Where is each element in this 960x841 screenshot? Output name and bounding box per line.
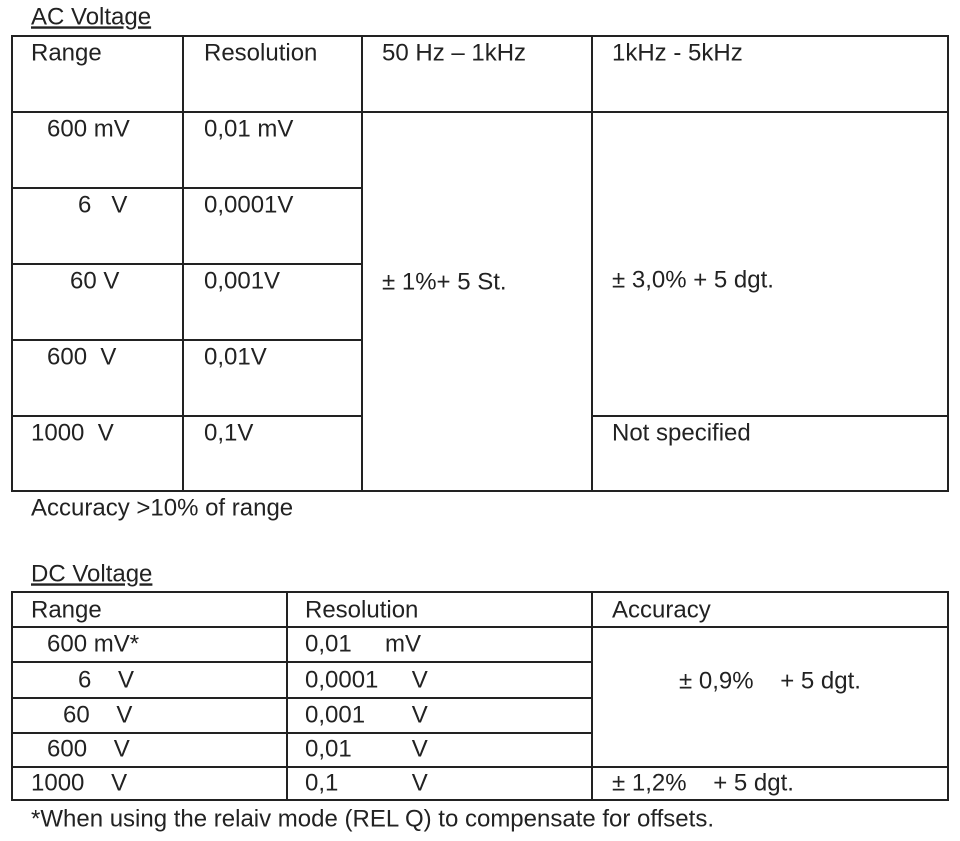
- cell: 6 V: [78, 191, 127, 218]
- cell: 0,01 mV: [204, 115, 293, 142]
- section-title: AC Voltage: [31, 3, 151, 30]
- cell: 60 V: [70, 267, 119, 294]
- cell: 1000 V: [31, 419, 114, 446]
- header-cell: 50 Hz – 1kHz: [382, 39, 526, 66]
- cell: ± 1%+ 5 St.: [382, 268, 507, 295]
- cell: 600 mV*: [47, 630, 139, 657]
- cell: 0,01V: [204, 343, 267, 370]
- cell: ± 1,2% + 5 dgt.: [612, 769, 794, 796]
- header-cell: Range: [31, 39, 102, 66]
- cell: ± 3,0% + 5 dgt.: [612, 266, 774, 293]
- cell: 0,1 V: [305, 769, 428, 796]
- cell: Not specified: [612, 419, 751, 446]
- cell: 0,001V: [204, 267, 280, 294]
- cell: 600 V: [47, 343, 116, 370]
- cell: ± 0,9% + 5 dgt.: [679, 667, 861, 694]
- footnote: *When using the relaiv mode (REL Q) to c…: [31, 805, 714, 832]
- cell: 6 V: [78, 666, 134, 693]
- cell: 0,1V: [204, 419, 253, 446]
- cell: 0,001 V: [305, 701, 428, 728]
- cell: 0,01 V: [305, 735, 428, 762]
- cell: 1000 V: [31, 769, 127, 796]
- cell: 0,0001 V: [305, 666, 428, 693]
- table-borders: [11, 35, 949, 801]
- section-title: DC Voltage: [31, 560, 152, 587]
- cell: 600 V: [47, 735, 130, 762]
- cell: 600 mV: [47, 115, 130, 142]
- cell: 0,0001V: [204, 191, 293, 218]
- header-cell: Resolution: [204, 39, 317, 66]
- cell: 0,01 mV: [305, 630, 421, 657]
- cell: 60 V: [63, 701, 132, 728]
- note: Accuracy >10% of range: [31, 494, 293, 521]
- header-cell: 1kHz - 5kHz: [612, 39, 743, 66]
- header-cell: Accuracy: [612, 596, 711, 623]
- header-cell: Range: [31, 596, 102, 623]
- header-cell: Resolution: [305, 596, 418, 623]
